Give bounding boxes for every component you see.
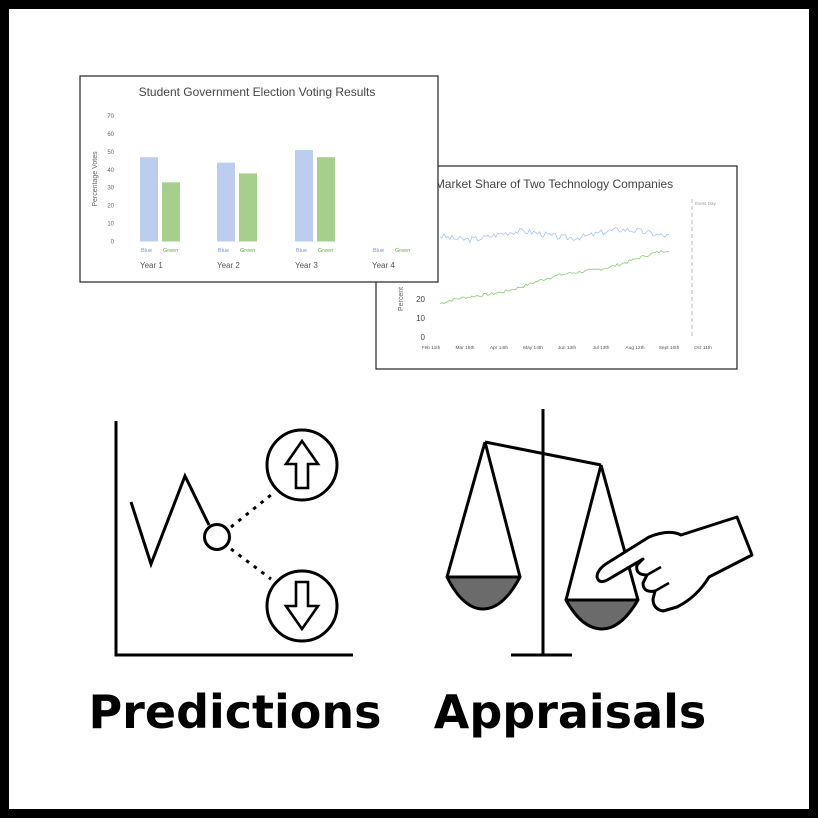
- category-label: Year 2: [217, 261, 240, 270]
- market-share-x-ticks: Feb 11th Mar 15th Apr 14th May 14th Jun 13th…: [422, 345, 713, 351]
- bar-green: [162, 182, 180, 242]
- x-tick-label: May 14th: [523, 345, 543, 351]
- series-label-green: Green: [163, 248, 178, 254]
- y-tick-label: 50: [107, 150, 114, 156]
- bar-green: [239, 173, 257, 242]
- y-tick-label: 0: [421, 333, 426, 342]
- category-label: Year 1: [140, 261, 163, 270]
- y-tick-label: 20: [107, 204, 114, 210]
- diagram-canvas: Market Share of Two Technology Companies…: [9, 9, 809, 809]
- y-tick-label: 70: [107, 114, 114, 120]
- series-line-blue: [439, 227, 670, 244]
- x-tick-label: Mar 15th: [456, 345, 475, 351]
- bar-green: [317, 157, 335, 242]
- y-tick-label: 40: [107, 168, 114, 174]
- market-share-ylabel: Percent: [398, 287, 405, 311]
- y-tick-label: 10: [416, 314, 425, 323]
- x-tick-label: Aug 12th: [625, 345, 645, 351]
- series-label-green: Green: [318, 248, 333, 254]
- election-chart: Student Government Election Voting Resul…: [79, 75, 439, 283]
- series-label-green: Green: [240, 248, 255, 254]
- appraisals-label: Appraisals: [434, 685, 707, 739]
- x-tick-label: Jun 13th: [558, 345, 577, 351]
- x-tick-label: Oct 11th: [694, 345, 712, 351]
- election-categories: Blue Green Year 1 Blue Green Year 2 Blue Green Y…: [140, 248, 410, 270]
- event-day-annotation: Event Day: [695, 201, 717, 206]
- category-label: Year 3: [295, 261, 318, 270]
- series-label-blue: Blue: [141, 248, 152, 254]
- series-label-green: Green: [395, 248, 410, 254]
- x-tick-label: Jul 13th: [593, 345, 610, 351]
- market-share-y-ticks: 0 10 20: [416, 295, 425, 342]
- bar-blue: [295, 150, 313, 242]
- predictions-label: Predictions: [88, 685, 381, 739]
- line-chart-with-up-down-arrows-icon: [114, 421, 353, 657]
- y-tick-label: 60: [107, 132, 114, 138]
- balance-scale-with-pointing-hand-icon: [445, 409, 754, 657]
- market-share-title: Market Share of Two Technology Companies: [435, 177, 673, 191]
- election-ylabel: Percentage Votes: [92, 151, 99, 207]
- election-y-ticks: 0 10 20 30 40 50 60 70: [107, 114, 114, 246]
- x-tick-label: Apr 14th: [490, 345, 508, 351]
- series-label-blue: Blue: [373, 248, 384, 254]
- y-tick-label: 10: [107, 222, 114, 228]
- x-tick-label: Sept 10th: [659, 345, 680, 351]
- election-title: Student Government Election Voting Resul…: [139, 85, 376, 99]
- bar-blue: [140, 157, 158, 242]
- series-label-blue: Blue: [218, 248, 229, 254]
- y-tick-label: 20: [416, 295, 425, 304]
- x-tick-label: Feb 11th: [422, 345, 441, 351]
- down-arrow-icon: [265, 569, 339, 643]
- election-bars: [140, 150, 335, 242]
- y-tick-label: 30: [107, 186, 114, 192]
- bar-blue: [217, 162, 235, 242]
- series-label-blue: Blue: [296, 248, 307, 254]
- category-label: Year 4: [372, 261, 395, 270]
- y-tick-label: 0: [111, 240, 115, 246]
- series-line-green: [439, 249, 670, 304]
- up-arrow-icon: [265, 428, 339, 502]
